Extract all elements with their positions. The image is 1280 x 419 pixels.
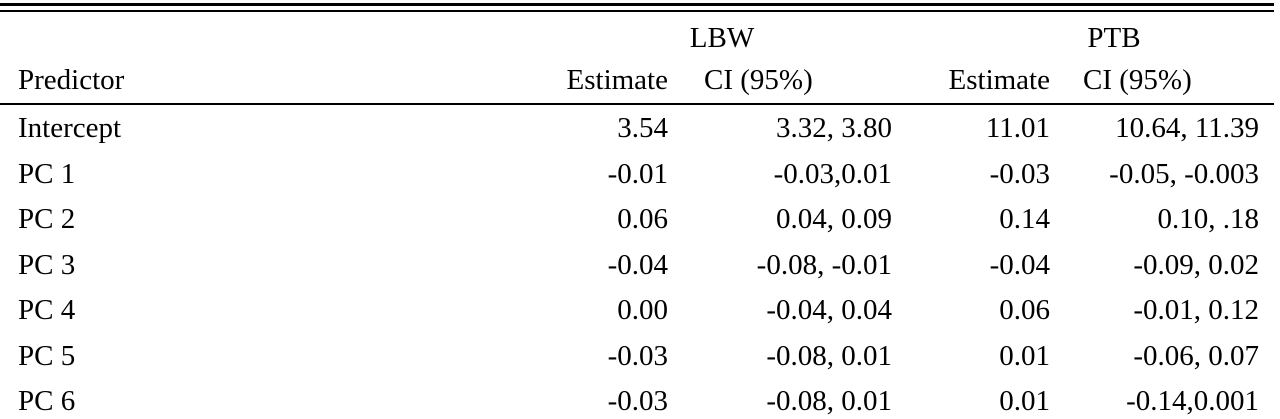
cell-lbw-estimate: -0.04 (607, 248, 668, 281)
cell-ptb-estimate: 0.01 (999, 339, 1050, 372)
cell-lbw-ci: 3.32, 3.80 (776, 112, 892, 144)
cell-lbw-estimate: -0.03 (607, 385, 668, 417)
column-header-predictor: Predictor (18, 64, 125, 96)
cell-lbw-estimate: 0.06 (617, 203, 668, 235)
top-rule (0, 3, 1274, 6)
cell-lbw-ci: -0.08, 0.01 (766, 339, 892, 372)
column-header-ptb-estimate: Estimate (948, 64, 1050, 96)
cell-lbw-ci: 0.04, 0.09 (776, 203, 892, 235)
cell-lbw-ci: -0.08, 0.01 (766, 385, 892, 417)
cell-ptb-ci: -0.09, 0.02 (1133, 248, 1259, 281)
cell-lbw-ci: -0.04, 0.04 (766, 294, 892, 326)
cell-predictor: PC 5 (18, 339, 76, 372)
cell-predictor: PC 1 (18, 157, 76, 190)
cell-predictor: PC 3 (18, 248, 76, 281)
cell-predictor: PC 6 (18, 385, 76, 417)
cell-ptb-estimate: -0.03 (989, 157, 1050, 190)
header-rule (0, 103, 1274, 105)
cell-ptb-estimate: -0.04 (989, 248, 1050, 281)
cell-lbw-estimate: -0.03 (607, 339, 668, 372)
cell-ptb-ci: -0.05, -0.003 (1109, 157, 1259, 190)
cell-lbw-ci: -0.08, -0.01 (756, 248, 892, 281)
cell-lbw-estimate: -0.01 (607, 157, 668, 190)
cell-ptb-estimate: 0.14 (999, 203, 1050, 235)
cell-ptb-estimate: 11.01 (985, 112, 1050, 144)
column-header-ptb-ci: CI (95%) (1083, 64, 1192, 96)
column-header-lbw-estimate: Estimate (566, 64, 668, 96)
top-rule-inner (0, 10, 1274, 12)
cell-ptb-ci: -0.01, 0.12 (1133, 294, 1259, 326)
cell-ptb-ci: -0.14,0.001 (1126, 385, 1259, 417)
group-header-lbw: LBW (689, 22, 755, 54)
group-header-ptb: PTB (1087, 22, 1141, 54)
cell-ptb-ci: -0.06, 0.07 (1133, 339, 1259, 372)
cell-predictor: PC 2 (18, 203, 76, 235)
cell-predictor: Intercept (18, 112, 122, 144)
cell-lbw-estimate: 3.54 (617, 112, 668, 144)
cell-predictor: PC 4 (18, 294, 76, 326)
cell-ptb-ci: 0.10, .18 (1157, 203, 1260, 235)
cell-ptb-estimate: 0.06 (999, 294, 1050, 326)
cell-lbw-estimate: 0.00 (617, 294, 668, 326)
cell-ptb-ci: 10.64, 11.39 (1115, 112, 1259, 144)
column-header-lbw-ci: CI (95%) (704, 64, 813, 96)
cell-ptb-estimate: 0.01 (999, 385, 1050, 417)
cell-lbw-ci: -0.03,0.01 (773, 157, 892, 190)
